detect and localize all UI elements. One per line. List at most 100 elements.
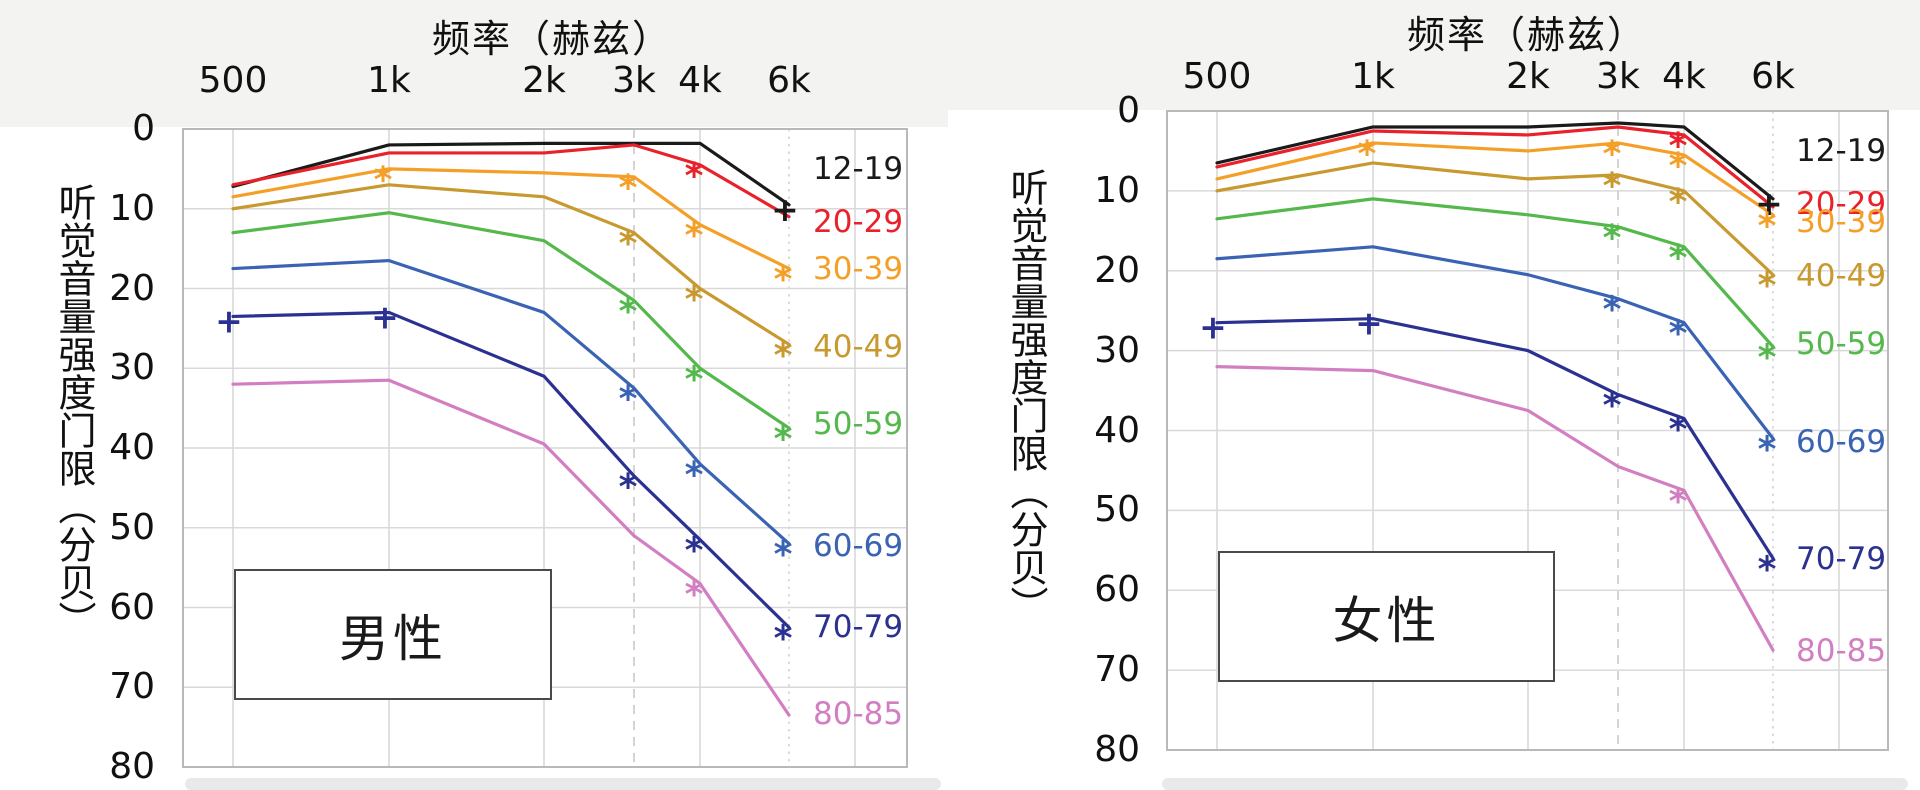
x-tick-label-3k: 3k <box>1596 56 1640 97</box>
y-tick-label-50: 50 <box>109 506 155 548</box>
marker-plus: + <box>771 190 799 229</box>
marker-star: * <box>685 280 704 321</box>
series-line-50-59 <box>1215 197 1775 349</box>
bottom-bar <box>185 778 941 790</box>
y-tick-label-10: 10 <box>109 187 155 229</box>
legend-label-12-19: 12-19 <box>1796 132 1887 169</box>
panel-label-box-female: 女性 <box>1218 551 1555 682</box>
x-tick-label-4k: 4k <box>678 60 722 101</box>
series-line-20-29 <box>1215 125 1775 209</box>
marker-star: * <box>619 224 638 265</box>
marker-plus: + <box>1755 184 1783 223</box>
legend-label-40-49: 40-49 <box>813 328 904 365</box>
marker-star: * <box>1669 314 1688 355</box>
top-band <box>0 0 948 127</box>
y-tick-label-10: 10 <box>1094 169 1140 211</box>
marker-star: * <box>774 618 793 659</box>
marker-star: * <box>1758 338 1777 379</box>
marker-star: * <box>619 467 638 508</box>
marker-star: * <box>1603 218 1622 259</box>
marker-star: * <box>774 260 793 301</box>
x-tick-label-1k: 1k <box>367 60 411 101</box>
legend-label-12-19: 12-19 <box>813 150 904 187</box>
series-line-60-69 <box>231 258 791 546</box>
marker-star: * <box>1669 182 1688 223</box>
y-tick-label-70: 70 <box>109 666 155 708</box>
legend-label-50-59: 50-59 <box>813 406 904 443</box>
y-axis-title-male: 听觉音量强度门限（分贝） <box>52 183 96 639</box>
x-tick-label-500: 500 <box>1182 56 1252 97</box>
series-line-30-39 <box>1215 141 1775 217</box>
panel-label-male: 男性 <box>339 609 447 668</box>
marker-plus: + <box>1355 304 1383 343</box>
series-line-20-29 <box>231 143 791 219</box>
top-band <box>948 0 1920 110</box>
marker-star: * <box>1758 206 1777 247</box>
x-tick-label-500: 500 <box>198 60 268 101</box>
marker-star: * <box>685 531 704 572</box>
marker-star: * <box>1669 146 1688 187</box>
y-tick-label-0: 0 <box>132 108 155 149</box>
marker-plus: + <box>1199 308 1227 347</box>
legend-label-20-29: 20-29 <box>1796 185 1887 222</box>
marker-star: * <box>774 419 793 460</box>
series-line-40-49 <box>231 183 791 346</box>
y-tick-label-40: 40 <box>109 427 155 468</box>
x-tick-label-2k: 2k <box>522 60 566 101</box>
marker-star: * <box>1358 134 1377 175</box>
series-line-50-59 <box>231 211 791 430</box>
series-line-30-39 <box>231 167 791 271</box>
y-tick-label-80: 80 <box>1094 729 1140 770</box>
legend-label-30-39: 30-39 <box>813 250 904 287</box>
y-tick-label-50: 50 <box>1094 489 1140 531</box>
marker-star: * <box>685 156 704 197</box>
y-tick-label-60: 60 <box>109 586 155 628</box>
panel-label-box-male: 男性 <box>234 569 552 700</box>
series-line-60-69 <box>1215 245 1775 441</box>
x-tick-label-2k: 2k <box>1506 56 1550 97</box>
y-tick-label-20: 20 <box>1094 249 1140 291</box>
marker-star: * <box>1758 266 1777 307</box>
marker-star: * <box>1603 290 1622 331</box>
marker-star: * <box>685 575 704 616</box>
marker-star: * <box>774 535 793 576</box>
marker-star: * <box>1603 134 1622 175</box>
marker-star: * <box>374 160 393 201</box>
marker-star: * <box>1758 429 1777 470</box>
bottom-bar <box>1162 778 1908 790</box>
y-axis-title-female: 听觉音量强度门限（分贝） <box>1004 168 1048 624</box>
legend-label-80-85: 80-85 <box>813 695 904 732</box>
marker-star: * <box>1758 549 1777 590</box>
marker-star: * <box>619 291 638 332</box>
marker-star: * <box>619 168 638 209</box>
legend-label-40-49: 40-49 <box>1796 257 1887 294</box>
series-line-12-19 <box>231 141 791 207</box>
marker-star: * <box>1603 166 1622 207</box>
y-tick-label-70: 70 <box>1094 649 1140 691</box>
marker-star: * <box>685 216 704 257</box>
series-line-80-85 <box>231 378 791 717</box>
y-tick-label-80: 80 <box>109 746 155 787</box>
marker-star: * <box>1669 410 1688 451</box>
plot-border <box>182 128 908 768</box>
legend-label-70-79: 70-79 <box>813 608 904 645</box>
marker-star: * <box>1669 481 1688 522</box>
x-axis-title-male: 频率（赫兹） <box>431 17 672 61</box>
y-tick-label-40: 40 <box>1094 409 1140 451</box>
legend-label-80-85: 80-85 <box>1796 632 1887 669</box>
x-axis-title-female: 频率（赫兹） <box>1406 13 1647 57</box>
marker-star: * <box>1669 238 1688 279</box>
x-tick-label-6k: 6k <box>1751 56 1795 97</box>
series-line-80-85 <box>1215 365 1775 652</box>
series-line-70-79 <box>231 310 791 630</box>
series-line-70-79 <box>1215 317 1775 560</box>
y-tick-label-30: 30 <box>1094 329 1140 371</box>
marker-star: * <box>685 359 704 400</box>
legend-label-60-69: 60-69 <box>1796 423 1887 460</box>
marker-star: * <box>774 335 793 376</box>
legend-label-30-39: 30-39 <box>1796 204 1887 241</box>
legend-label-60-69: 60-69 <box>813 528 904 565</box>
y-tick-label-20: 20 <box>109 267 155 309</box>
marker-star: * <box>1603 386 1622 427</box>
